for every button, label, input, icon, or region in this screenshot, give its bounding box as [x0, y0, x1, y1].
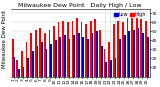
- Bar: [115, 58, 116, 76]
- Bar: [133, 30, 135, 76]
- Text: Milwaukee Dew Point: Milwaukee Dew Point: [2, 10, 7, 68]
- Bar: [113, 24, 115, 76]
- Bar: [48, 30, 50, 76]
- Bar: [81, 22, 82, 76]
- Bar: [85, 24, 87, 76]
- Bar: [117, 21, 119, 76]
- Bar: [78, 33, 80, 76]
- Bar: [18, 69, 20, 76]
- Bar: [35, 30, 36, 76]
- Bar: [90, 21, 92, 76]
- Bar: [72, 21, 73, 76]
- Bar: [138, 28, 139, 76]
- Bar: [16, 60, 18, 76]
- Bar: [105, 62, 107, 76]
- Bar: [46, 49, 47, 76]
- Bar: [60, 37, 61, 76]
- Bar: [131, 15, 133, 76]
- Bar: [44, 33, 46, 76]
- Bar: [127, 18, 128, 76]
- Bar: [140, 19, 142, 76]
- Bar: [136, 13, 138, 76]
- Bar: [12, 39, 14, 76]
- Bar: [104, 49, 105, 76]
- Bar: [94, 19, 96, 76]
- Bar: [50, 44, 52, 76]
- Bar: [69, 39, 70, 76]
- Bar: [14, 57, 15, 76]
- Bar: [110, 60, 112, 76]
- Bar: [55, 40, 57, 76]
- Bar: [67, 22, 69, 76]
- Bar: [99, 30, 101, 76]
- Bar: [58, 22, 60, 76]
- Bar: [41, 42, 43, 76]
- Bar: [73, 35, 75, 76]
- Bar: [147, 37, 148, 76]
- Bar: [82, 37, 84, 76]
- Bar: [108, 42, 110, 76]
- Bar: [39, 28, 41, 76]
- Bar: [26, 42, 27, 76]
- Bar: [27, 58, 29, 76]
- Legend: Low, High: Low, High: [113, 11, 147, 18]
- Bar: [101, 46, 103, 76]
- Bar: [145, 21, 147, 76]
- Bar: [62, 21, 64, 76]
- Bar: [64, 35, 66, 76]
- Title: Milwaukee Dew Point   Daily High / Low: Milwaukee Dew Point Daily High / Low: [18, 3, 142, 8]
- Bar: [36, 46, 38, 76]
- Bar: [92, 33, 93, 76]
- Bar: [142, 33, 144, 76]
- Bar: [87, 39, 89, 76]
- Bar: [128, 31, 130, 76]
- Bar: [76, 18, 78, 76]
- Bar: [124, 35, 126, 76]
- Bar: [23, 68, 24, 76]
- Bar: [53, 26, 55, 76]
- Bar: [96, 31, 98, 76]
- Bar: [32, 51, 34, 76]
- Bar: [119, 39, 121, 76]
- Bar: [21, 51, 23, 76]
- Bar: [122, 22, 124, 76]
- Bar: [30, 33, 32, 76]
